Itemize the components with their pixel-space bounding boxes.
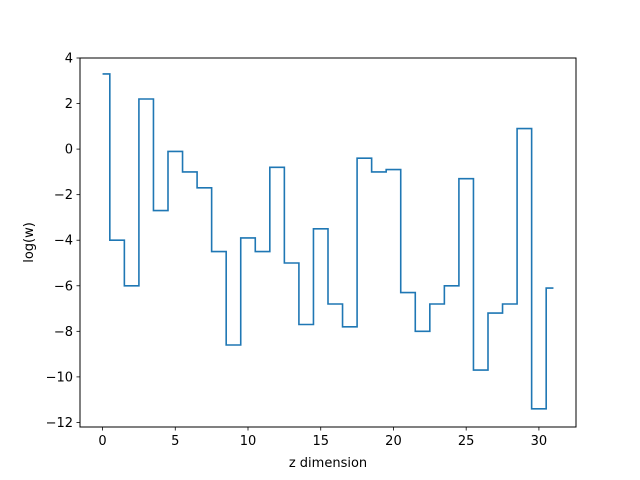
- x-tick-label: 30: [531, 434, 548, 449]
- x-axis-ticks: 0 5 10 15 20 25 30: [98, 427, 547, 449]
- x-tick-label: 25: [458, 434, 475, 449]
- x-tick-label: 10: [240, 434, 257, 449]
- y-tick-label: −8: [54, 325, 73, 340]
- y-tick-label: 2: [65, 97, 73, 112]
- y-tick-label: −10: [46, 370, 73, 385]
- series-layer: [102, 73, 554, 410]
- y-tick-label: −12: [46, 416, 73, 431]
- y-tick-label: −4: [54, 234, 73, 249]
- x-tick-label: 20: [385, 434, 402, 449]
- x-axis-title: z dimension: [289, 456, 367, 471]
- x-tick-label: 0: [98, 434, 106, 449]
- x-tick-label: 15: [312, 434, 329, 449]
- series-line: [102, 73, 554, 410]
- y-tick-label: −6: [54, 279, 73, 294]
- axes-frame: [79, 57, 577, 428]
- y-axis-title: log(w): [22, 222, 37, 263]
- y-tick-label: 0: [65, 143, 73, 158]
- x-tick-label: 5: [171, 434, 179, 449]
- y-tick-label: 4: [65, 52, 73, 67]
- y-tick-label: −2: [54, 188, 73, 203]
- y-axis-ticks: −12 −10 −8 −6 −4 −2 0 2 4: [46, 52, 80, 431]
